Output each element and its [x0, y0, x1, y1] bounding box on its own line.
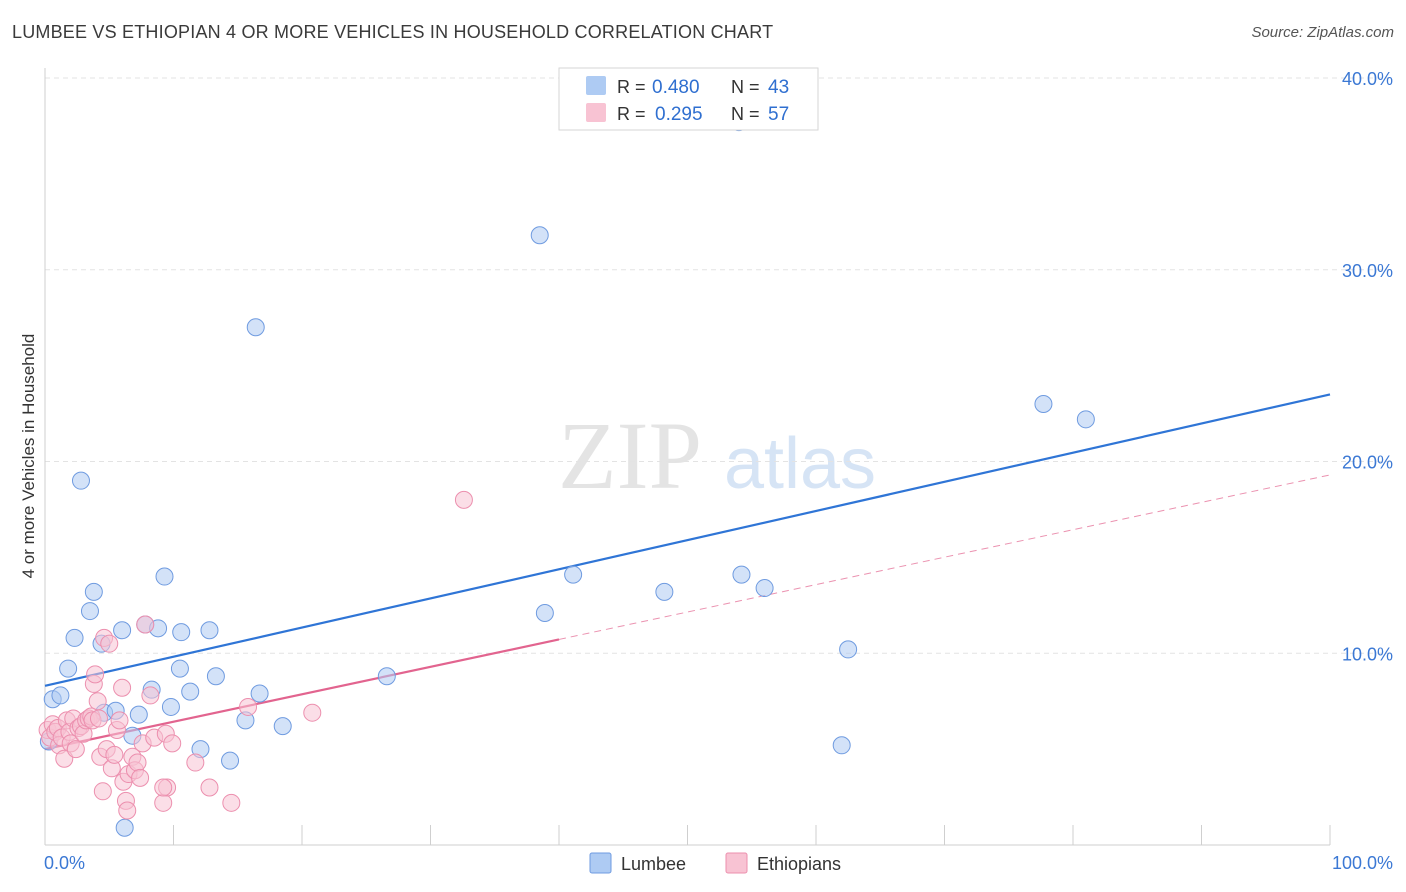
lumbee-point: [839, 640, 858, 659]
lumbee-point: [155, 567, 174, 586]
ethiopians-point: [154, 778, 173, 797]
ethiopians-point: [55, 749, 74, 768]
watermark: ZIP atlas: [558, 402, 876, 509]
lumbee-point: [377, 667, 396, 686]
lumbee-point: [832, 736, 851, 755]
ethiopians-point: [200, 778, 219, 797]
lumbee-point: [246, 318, 265, 337]
stats-n-label-ethiopians: N =: [731, 104, 760, 124]
ethiopians-point: [113, 678, 132, 697]
ethiopians-point: [163, 734, 182, 753]
y-tick-label: 30.0%: [1342, 261, 1393, 281]
lumbee-point: [564, 565, 583, 584]
ethiopians-point: [89, 709, 108, 728]
lumbee-point: [655, 582, 674, 601]
stats-r-value-ethiopians: 0.295: [655, 104, 703, 125]
stats-legend-swatch-ethiopians: [586, 103, 606, 122]
ethiopians-point: [93, 782, 112, 801]
ethiopians-point: [105, 745, 124, 764]
stats-r-label-lumbee: R =: [617, 77, 646, 97]
stats-legend: R = 0.480 N = 43 R = 0.295 N = 57: [558, 67, 819, 131]
ethiopians-point: [118, 801, 137, 820]
lumbee-point: [129, 705, 148, 724]
ethiopians-point: [100, 634, 119, 653]
lumbee-point: [170, 659, 189, 678]
lumbee-point: [80, 602, 99, 621]
axes: [44, 68, 1331, 846]
y-tick-label: 10.0%: [1342, 644, 1393, 664]
lumbee-point: [250, 684, 269, 703]
chart-title: LUMBEE VS ETHIOPIAN 4 OR MORE VEHICLES I…: [12, 22, 774, 42]
stats-r-label-ethiopians: R =: [617, 104, 646, 124]
stats-r-value-lumbee: 0.480: [652, 77, 700, 98]
ethiopians-point: [141, 686, 160, 705]
lumbee-point: [65, 628, 84, 647]
lumbee-point: [200, 621, 219, 640]
y-tick-label: 20.0%: [1342, 453, 1393, 473]
lumbee-point: [530, 226, 549, 245]
lumbee-point: [59, 659, 78, 678]
series-legend: Lumbee Ethiopians: [589, 852, 841, 874]
lumbee-point: [221, 751, 240, 770]
lumbee-point: [1034, 394, 1053, 413]
stats-n-value-lumbee: 43: [768, 77, 789, 98]
lumbee-point: [1076, 410, 1095, 429]
lumbee-point: [206, 667, 225, 686]
source-credit: Source: ZipAtlas.com: [1251, 24, 1394, 41]
lumbee-point: [172, 623, 191, 642]
ethiopians-point: [86, 665, 105, 684]
legend-swatch-lumbee: [589, 852, 612, 874]
ethiopians-point: [222, 793, 241, 812]
lumbee-point: [84, 582, 103, 601]
legend-swatch-ethiopians: [725, 852, 748, 874]
ethiopians-point: [154, 793, 173, 812]
ethiopians-point: [136, 615, 155, 634]
ethiopians-point: [186, 753, 205, 772]
lumbee-point: [535, 603, 554, 622]
ethiopians-point: [131, 768, 150, 787]
ethiopians-point: [110, 711, 129, 730]
ethiopians-point: [454, 490, 473, 509]
y-tick-label: 40.0%: [1342, 69, 1393, 89]
tick-labels: 10.0% 20.0% 30.0% 40.0% 0.0% 100.0%: [44, 69, 1393, 873]
ethiopians-point: [239, 697, 258, 716]
watermark-atlas: atlas: [724, 424, 876, 504]
lumbee-point: [273, 717, 292, 736]
watermark-zip: ZIP: [558, 402, 702, 509]
lumbee-point: [161, 697, 180, 716]
stats-n-value-ethiopians: 57: [768, 104, 789, 125]
lumbee-point: [755, 579, 774, 598]
stats-n-label-lumbee: N =: [731, 77, 760, 97]
lumbee-point: [71, 471, 90, 490]
ethiopians-point: [88, 692, 107, 711]
legend-label-ethiopians: Ethiopians: [757, 854, 841, 874]
lumbee-trend-line: [44, 393, 1331, 687]
stats-legend-swatch-lumbee: [586, 76, 606, 95]
lumbee-point: [115, 818, 134, 837]
x-tick-label-max: 100.0%: [1332, 853, 1393, 873]
ethiopians-point: [303, 703, 322, 722]
lumbee-point: [51, 686, 70, 705]
lumbee-point: [181, 682, 200, 701]
lumbee-point: [113, 621, 132, 640]
y-axis-label: 4 or more Vehicles in Household: [19, 334, 38, 579]
ethiopians-point: [66, 740, 85, 759]
scatter-points: [38, 113, 1095, 837]
lumbee-point: [732, 565, 751, 584]
x-tick-label-min: 0.0%: [44, 853, 85, 873]
ethiopians-point: [128, 753, 147, 772]
legend-label-lumbee: Lumbee: [621, 854, 686, 874]
grid: [45, 77, 1390, 654]
